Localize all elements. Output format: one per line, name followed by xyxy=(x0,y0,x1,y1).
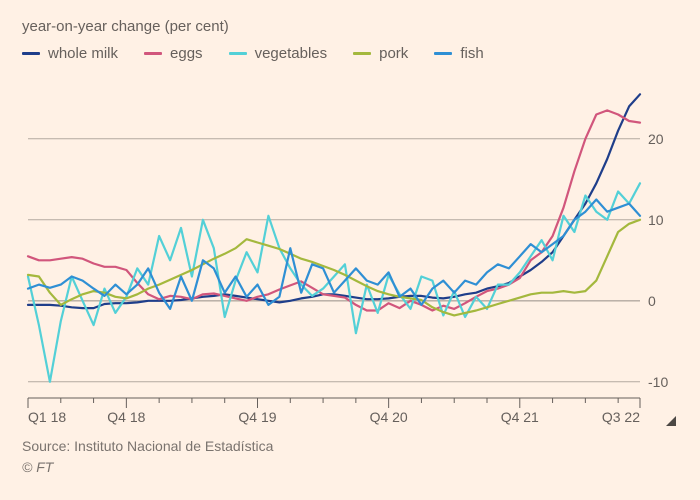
svg-text:10: 10 xyxy=(648,212,664,228)
legend-label: pork xyxy=(379,45,408,62)
legend-swatch xyxy=(229,52,247,55)
series-line xyxy=(28,110,640,310)
svg-text:-10: -10 xyxy=(648,374,668,390)
legend: whole milk eggs vegetables pork fish xyxy=(22,45,678,62)
svg-text:0: 0 xyxy=(648,293,656,309)
corner-mark-icon xyxy=(666,416,676,426)
legend-swatch xyxy=(144,52,162,55)
series-line xyxy=(28,183,640,381)
chart-footer: Source: Instituto Nacional de Estadístic… xyxy=(22,436,678,478)
line-chart: -10 0 10 20 Q1 18 Q4 18 Q4 19 Q4 20 Q4 21 Q3 22 xyxy=(22,68,678,428)
legend-swatch xyxy=(434,52,452,55)
credit-label: © FT xyxy=(22,457,678,478)
chart-subtitle: year-on-year change (per cent) xyxy=(22,18,678,35)
legend-item: fish xyxy=(434,45,483,62)
legend-label: whole milk xyxy=(48,45,118,62)
legend-item: vegetables xyxy=(229,45,328,62)
legend-label: fish xyxy=(460,45,483,62)
svg-text:20: 20 xyxy=(648,131,664,147)
svg-text:Q4 21: Q4 21 xyxy=(501,409,539,425)
legend-item: whole milk xyxy=(22,45,118,62)
svg-text:Q1 18: Q1 18 xyxy=(28,409,66,425)
legend-label: eggs xyxy=(170,45,203,62)
svg-text:Q4 19: Q4 19 xyxy=(238,409,276,425)
svg-text:Q4 18: Q4 18 xyxy=(107,409,145,425)
legend-item: eggs xyxy=(144,45,203,62)
legend-swatch xyxy=(22,52,40,55)
source-label: Source: Instituto Nacional de Estadístic… xyxy=(22,436,678,457)
legend-swatch xyxy=(353,52,371,55)
legend-label: vegetables xyxy=(255,45,328,62)
svg-text:Q4 20: Q4 20 xyxy=(370,409,408,425)
svg-text:Q3 22: Q3 22 xyxy=(602,409,640,425)
legend-item: pork xyxy=(353,45,408,62)
